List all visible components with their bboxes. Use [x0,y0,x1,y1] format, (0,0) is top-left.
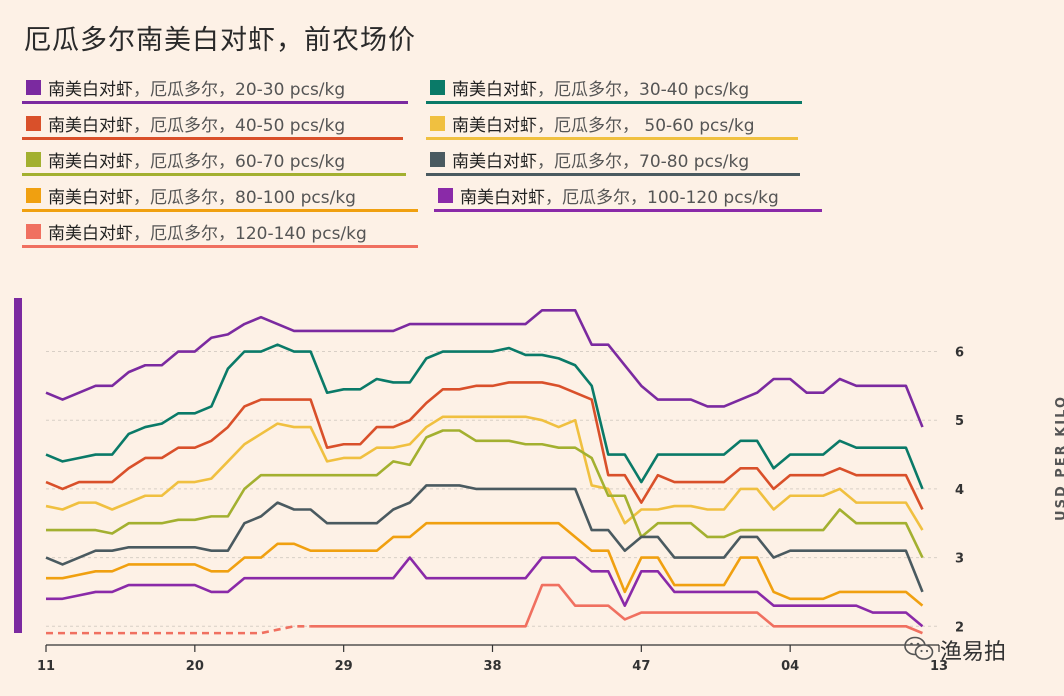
y-tick-label: 4 [955,483,964,498]
series-line [310,583,923,635]
legend-species: 南美白对虾 [48,188,133,208]
legend-item: 南美白对虾，厄瓜多尔，70-80 pcs/kg [426,146,800,176]
series-line [45,381,924,511]
legend-species: 南美白对虾 [460,188,545,208]
legend-detail: ，厄瓜多尔，30-40 pcs/kg [537,80,750,100]
x-tick-label: 47 [632,659,650,674]
y-tick-label: 3 [955,552,964,567]
series-line [45,484,924,593]
y-axis-label: USD PER KILO [1054,395,1064,521]
legend-swatch [26,152,41,167]
x-tick-label: 38 [483,659,501,674]
legend-detail: ，厄瓜多尔，80-100 pcs/kg [133,188,356,208]
legend-label: 南美白对虾，厄瓜多尔，100-120 pcs/kg [460,183,779,208]
legend-label: 南美白对虾，厄瓜多尔，70-80 pcs/kg [452,147,749,172]
x-tick-label: 11 [37,659,55,674]
y-tick-label: 5 [955,414,964,429]
wechat-icon [904,636,934,660]
legend-label: 南美白对虾，厄瓜多尔， 50-60 pcs/kg [452,111,755,136]
y-tick-label: 2 [955,620,964,635]
y-tick-label: 6 [955,346,964,361]
legend-swatch [430,116,445,131]
legend-detail: ，厄瓜多尔，100-120 pcs/kg [545,188,779,208]
legend-label: 南美白对虾，厄瓜多尔，80-100 pcs/kg [48,183,356,208]
legend-species: 南美白对虾 [452,116,537,136]
legend-item: 南美白对虾，厄瓜多尔，20-30 pcs/kg [22,74,408,104]
series-line-dashed [46,624,311,635]
legend-item: 南美白对虾，厄瓜多尔，30-40 pcs/kg [426,74,802,104]
legend-species: 南美白对虾 [48,116,133,136]
legend-swatch [430,80,445,95]
legend-label: 南美白对虾，厄瓜多尔，30-40 pcs/kg [452,75,749,100]
chart-title: 厄瓜多尔南美白对虾，前农场价 [24,25,416,56]
legend-species: 南美白对虾 [48,80,133,100]
series-line [46,429,924,559]
x-tick-label: 29 [335,659,353,674]
legend-label: 南美白对虾，厄瓜多尔，120-140 pcs/kg [48,219,367,244]
legend-detail: ，厄瓜多尔，60-70 pcs/kg [133,152,346,172]
series-line [45,415,924,531]
legend-swatch [26,224,41,239]
legend-species: 南美白对虾 [48,224,133,244]
legend-label: 南美白对虾，厄瓜多尔，20-30 pcs/kg [48,75,345,100]
series-line [45,343,924,490]
legend-swatch [438,188,453,203]
legend-item: 南美白对虾，厄瓜多尔，40-50 pcs/kg [22,110,403,140]
legend-species: 南美白对虾 [48,152,133,172]
series-line [46,556,924,628]
legend-detail: ，厄瓜多尔，40-50 pcs/kg [133,116,346,136]
series-line [45,309,924,428]
x-tick-label: 04 [781,659,799,674]
legend-label: 南美白对虾，厄瓜多尔，60-70 pcs/kg [48,147,345,172]
legend-species: 南美白对虾 [452,152,537,172]
legend-swatch [26,188,41,203]
legend-item: 南美白对虾，厄瓜多尔，80-100 pcs/kg [22,182,418,212]
legend-item: 南美白对虾，厄瓜多尔， 50-60 pcs/kg [426,110,798,140]
legend-item: 南美白对虾，厄瓜多尔，120-140 pcs/kg [22,218,418,248]
legend-species: 南美白对虾 [452,80,537,100]
legend-item: 南美白对虾，厄瓜多尔，60-70 pcs/kg [22,146,406,176]
legend-detail: ，厄瓜多尔，70-80 pcs/kg [537,152,750,172]
x-tick-label: 13 [930,659,948,674]
x-tick-label: 20 [186,659,204,674]
legend-detail: ，厄瓜多尔， 50-60 pcs/kg [537,116,755,136]
legend-label: 南美白对虾，厄瓜多尔，40-50 pcs/kg [48,111,345,136]
legend-swatch [26,116,41,131]
left-accent-bar [14,298,22,633]
watermark-text: 渔易拍 [940,640,1007,665]
legend-swatch [430,152,445,167]
legend-detail: ，厄瓜多尔，120-140 pcs/kg [133,224,367,244]
legend-swatch [26,80,41,95]
legend-detail: ，厄瓜多尔，20-30 pcs/kg [133,80,346,100]
series-line [46,521,924,607]
legend-item: 南美白对虾，厄瓜多尔，100-120 pcs/kg [434,182,822,212]
